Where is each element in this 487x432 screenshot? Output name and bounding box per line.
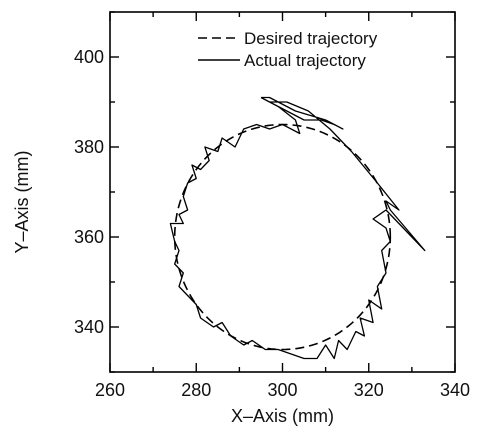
legend: Desired trajectory Actual trajectory [198, 29, 378, 70]
y-tick-label: 400 [74, 47, 104, 67]
x-axis-title: X–Axis (mm) [231, 406, 334, 426]
actual-trajectory-layer [169, 96, 426, 360]
x-tick-label: 300 [267, 380, 297, 400]
legend-label-actual: Actual trajectory [244, 51, 366, 70]
desired-trajectory-layer [173, 123, 392, 351]
x-tick-label: 280 [181, 380, 211, 400]
x-tick-label: 320 [354, 380, 384, 400]
y-axis-title: Y–Axis (mm) [12, 151, 32, 254]
y-tick-label: 360 [74, 227, 104, 247]
y-tick-label: 340 [74, 317, 104, 337]
x-tick-label: 340 [440, 380, 470, 400]
legend-label-desired: Desired trajectory [244, 29, 378, 48]
x-tick-labels: 260 280 300 320 340 [95, 380, 470, 400]
y-tick-labels: 340 360 380 400 [74, 47, 104, 337]
axis-ticks [109, 11, 456, 373]
y-tick-label: 380 [74, 137, 104, 157]
actual-trajectory-line [169, 96, 426, 360]
desired-trajectory-line [173, 123, 392, 351]
x-tick-label: 260 [95, 380, 125, 400]
